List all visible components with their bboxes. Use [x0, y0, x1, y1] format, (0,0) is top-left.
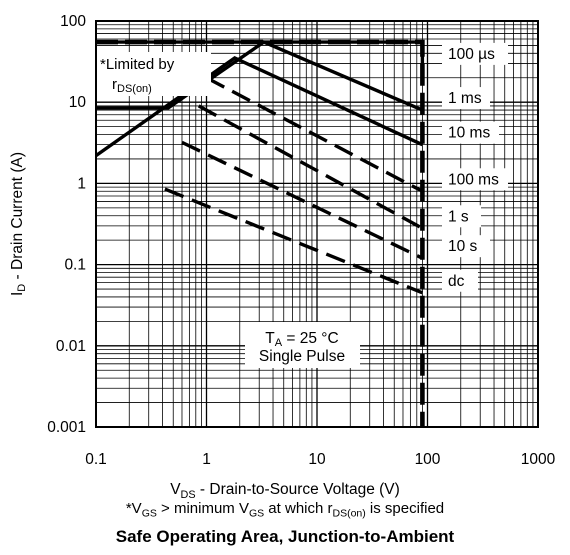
series-label-box: [442, 168, 508, 191]
limited-by-text: *Limited by: [100, 56, 175, 73]
footnote: *VGS > minimum VGS at which rDS(on) is s…: [125, 500, 445, 520]
series-line-7: [164, 187, 424, 295]
series-labels: 100 µs 1 ms 10 ms 100 ms 1 s 10 s dc: [442, 42, 508, 292]
rdson-text: rDS(on): [112, 76, 152, 95]
chart-caption: Safe Operating Area, Junction-to-Ambient: [115, 527, 455, 546]
series-label: 100 ms: [448, 171, 499, 188]
y-tick-label: 100: [60, 13, 86, 30]
x-tick-label: 1000: [521, 451, 556, 468]
series-label: 1 s: [448, 208, 469, 225]
series-label-box: [442, 269, 478, 292]
y-axis-label: ID - Drain Current (A): [9, 152, 28, 296]
single-pulse-text: Single Pulse: [259, 348, 345, 365]
series-label-box: [442, 205, 481, 228]
y-tick-label: 0.1: [64, 257, 86, 274]
series-line-6: [181, 140, 424, 260]
plot-frame: [95, 20, 539, 428]
x-tick-label: 0.1: [85, 451, 107, 468]
x-tick-label: 1: [202, 451, 211, 468]
y-tick-label: 1: [77, 175, 86, 192]
series-lines: [95, 39, 425, 427]
series-line-3: [95, 56, 424, 157]
series-label: dc: [448, 273, 465, 290]
ta-text: TA = 25 °C: [265, 330, 338, 349]
series-label-box: [442, 42, 508, 65]
x-axis-label: VDS - Drain-to-Source Voltage (V): [170, 481, 400, 501]
limit-line: [96, 39, 425, 427]
y-tick-label: 0.01: [56, 338, 86, 355]
x-tick-label: 10: [308, 451, 326, 468]
tick-labels: 0.1 1 10 100 1000 0.001 0.01 0.1 1 10 100: [47, 13, 555, 468]
y-tick-label: 10: [69, 94, 87, 111]
series-label-box: [442, 87, 490, 110]
series-label-box: [442, 121, 499, 144]
series-line-4: [205, 76, 424, 193]
series-line-2: [96, 40, 424, 112]
x-tick-label: 100: [415, 451, 441, 468]
series-label: 10 s: [448, 238, 478, 255]
series-line-5: [197, 104, 424, 230]
conditions-box: [245, 322, 360, 368]
y-tick-label: 0.001: [47, 419, 86, 436]
series-label-box: [442, 235, 490, 258]
series-label: 100 µs: [448, 46, 495, 63]
series-label: 10 ms: [448, 125, 490, 142]
series-label: 1 ms: [448, 90, 482, 107]
limited-by-box: [97, 52, 211, 96]
